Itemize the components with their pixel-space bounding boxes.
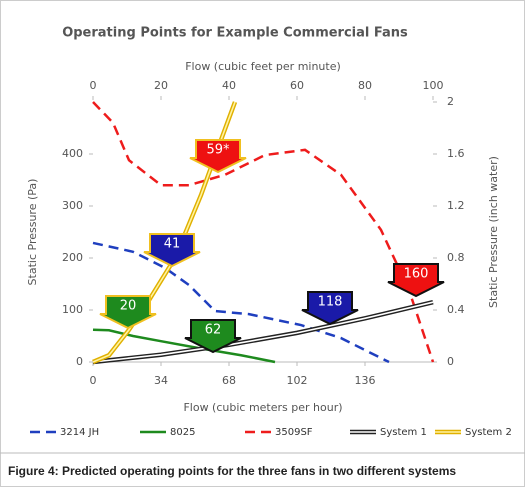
marker-label: 160 — [404, 267, 429, 282]
legend-label: System 2 — [465, 427, 512, 438]
marker-arrow — [184, 319, 242, 354]
series-line — [92, 241, 390, 364]
marker-arrow — [387, 263, 445, 298]
y2-tick-label: 1.2 — [447, 199, 465, 212]
x-tick-label: 0 — [90, 374, 97, 387]
marker-arrow — [99, 295, 157, 330]
marker-label: 62 — [205, 323, 222, 338]
marker-label: 118 — [318, 295, 343, 310]
marker-label: 59* — [206, 143, 230, 158]
y2-axis-title: Static Pressure (inch water) — [487, 156, 500, 308]
x-axis-title: Flow (cubic meters per hour) — [183, 401, 342, 414]
y-tick-label: 100 — [62, 303, 83, 316]
y2-tick-label: 0.8 — [447, 251, 465, 264]
chart-title: Operating Points for Example Commercial … — [62, 26, 408, 41]
caption: Figure 4: Predicted operating points for… — [8, 464, 456, 478]
y2-tick-label: 0 — [447, 355, 454, 368]
series-line — [92, 328, 276, 364]
y2-tick-label: 0.4 — [447, 303, 465, 316]
y-tick-label: 200 — [62, 251, 83, 264]
x2-tick-label: 0 — [90, 79, 97, 92]
x-tick-label: 34 — [154, 374, 168, 387]
series-line — [92, 301, 434, 363]
legend-label: 3509SF — [275, 427, 313, 438]
x2-tick-label: 20 — [154, 79, 168, 92]
y2-tick-label: 1.6 — [447, 147, 465, 160]
x2-tick-label: 60 — [290, 79, 304, 92]
y-tick-label: 300 — [62, 199, 83, 212]
marker-label: 20 — [120, 299, 137, 314]
y-tick-label: 0 — [76, 355, 83, 368]
x-tick-label: 136 — [355, 374, 376, 387]
x2-tick-label: 40 — [222, 79, 236, 92]
marker-arrow — [301, 291, 359, 326]
x-tick-label: 68 — [222, 374, 236, 387]
x-tick-label: 102 — [287, 374, 308, 387]
marker-label: 41 — [164, 237, 181, 252]
x2-tick-label: 80 — [358, 79, 372, 92]
x2-axis-title: Flow (cubic feet per minute) — [185, 60, 341, 73]
marker-arrow — [189, 139, 247, 174]
y-axis-title: Static Pressure (Pa) — [26, 179, 39, 286]
marker-arrow — [143, 233, 201, 268]
y2-tick-label: 2 — [447, 95, 454, 108]
legend-label: 8025 — [170, 427, 195, 438]
x2-tick-label: 100 — [423, 79, 444, 92]
legend-label: 3214 JH — [60, 427, 99, 438]
legend-label: System 1 — [380, 427, 427, 438]
series-line — [92, 101, 435, 363]
y-tick-label: 400 — [62, 147, 83, 160]
